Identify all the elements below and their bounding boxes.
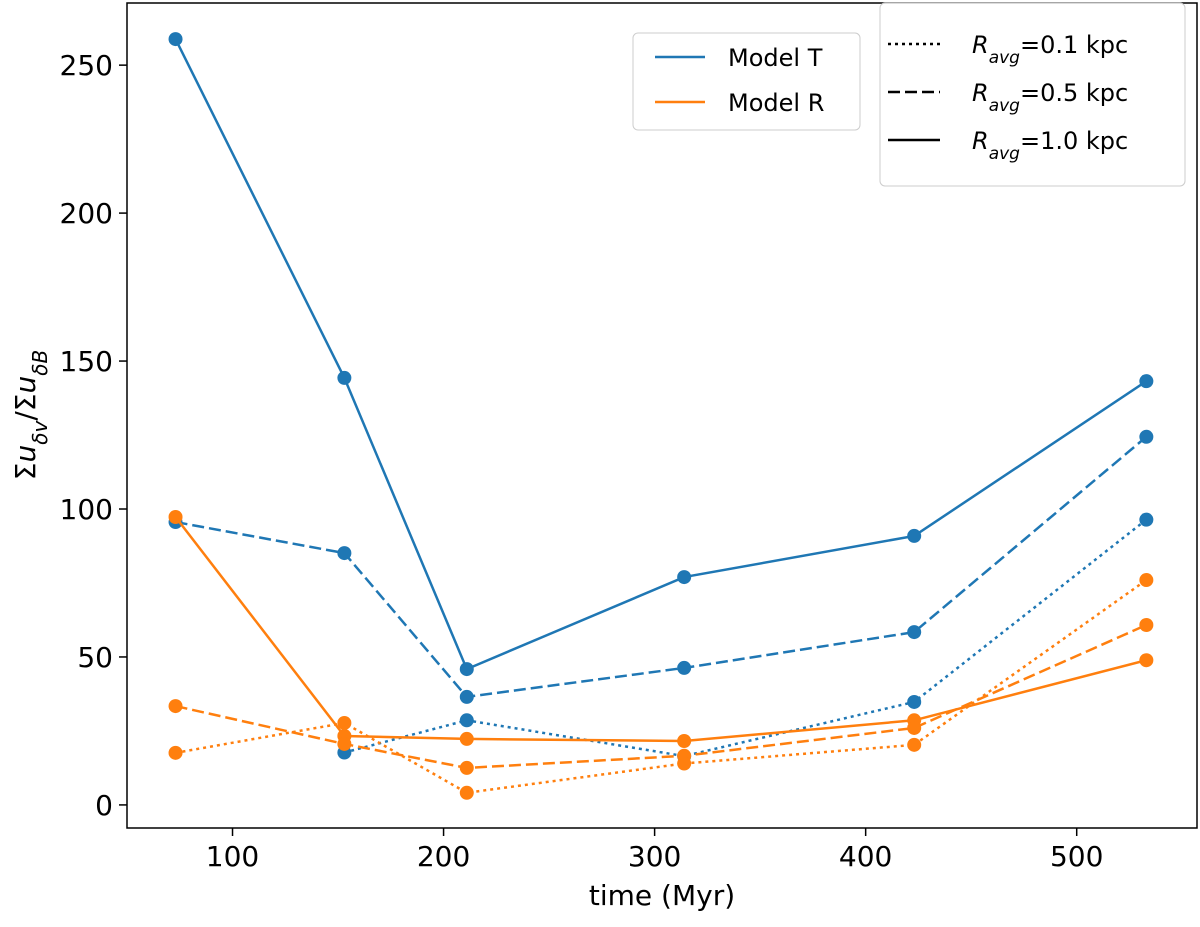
y-tick-label: 0 (95, 789, 113, 822)
x-tick-label: 100 (206, 840, 259, 873)
y-label-part: Σ (9, 462, 42, 480)
data-point (677, 734, 692, 749)
data-point (459, 785, 474, 800)
legend-symbol: R (972, 127, 989, 155)
legend-radii (879, 2, 1186, 187)
data-point (459, 689, 474, 704)
series-line (175, 623, 1147, 770)
x-tick-label: 200 (417, 840, 470, 873)
legend-text: =0.5 kpc (1020, 79, 1128, 107)
legend-label: Ravg=0.5 kpc (972, 79, 1128, 116)
data-point (1139, 618, 1154, 633)
data-point (337, 546, 352, 561)
data-point (168, 699, 183, 714)
x-axis-label: time (Myr) (589, 879, 735, 912)
data-point (677, 570, 692, 585)
legend-label: Model R (728, 89, 824, 117)
y-tick-label: 50 (77, 641, 113, 674)
y-tick-label: 100 (60, 493, 113, 526)
y-label-part: δv (28, 419, 52, 444)
y-label-part: /Σ (9, 394, 42, 421)
legend-subscript: avg (989, 144, 1020, 164)
legend-text: =1.0 kpc (1020, 127, 1128, 155)
legend-symbol: R (972, 31, 989, 59)
y-label-part: δB (28, 350, 52, 376)
data-point (677, 660, 692, 675)
data-point (1139, 429, 1154, 444)
series-line (174, 38, 1148, 671)
data-point (1139, 374, 1154, 389)
y-tick-label: 250 (60, 49, 113, 82)
x-tick-label: 500 (1050, 840, 1103, 873)
y-tick-label: 150 (60, 345, 113, 378)
series-line (174, 516, 1147, 743)
series-line (344, 518, 1148, 758)
data-point (459, 713, 474, 728)
data-point (459, 662, 474, 677)
data-point (907, 720, 922, 735)
data-point (1139, 512, 1154, 527)
x-tick-label: 400 (839, 840, 892, 873)
data-point (677, 756, 692, 771)
series-line (175, 435, 1148, 699)
data-point (1139, 573, 1154, 588)
data-point (459, 760, 474, 775)
legend-label: Ravg=1.0 kpc (972, 127, 1128, 164)
legend-label: Ravg=0.1 kpc (972, 31, 1128, 68)
data-point (907, 528, 922, 543)
data-point (168, 745, 183, 760)
data-point (1139, 653, 1154, 668)
data-point (168, 32, 183, 47)
data-point (337, 370, 352, 385)
legend-label: Model T (728, 44, 823, 72)
plot-frame (126, 2, 1198, 829)
data-point (907, 625, 922, 640)
y-tick-label: 200 (60, 197, 113, 230)
data-point (459, 731, 474, 746)
legend-subscript: avg (989, 96, 1020, 116)
legend-text: =0.1 kpc (1020, 31, 1128, 59)
data-point (907, 737, 922, 752)
data-point (168, 509, 183, 524)
data-point (337, 715, 352, 730)
legend-subscript: avg (989, 48, 1020, 68)
series-line (175, 579, 1148, 795)
y-axis-label: Σuδv/ΣuδB (9, 350, 52, 480)
y-label-part: u (9, 445, 42, 463)
data-point (337, 736, 352, 751)
legend-symbol: R (972, 79, 989, 107)
y-label-part: u (9, 376, 42, 394)
x-tick-label: 300 (628, 840, 681, 873)
data-point (907, 694, 922, 709)
